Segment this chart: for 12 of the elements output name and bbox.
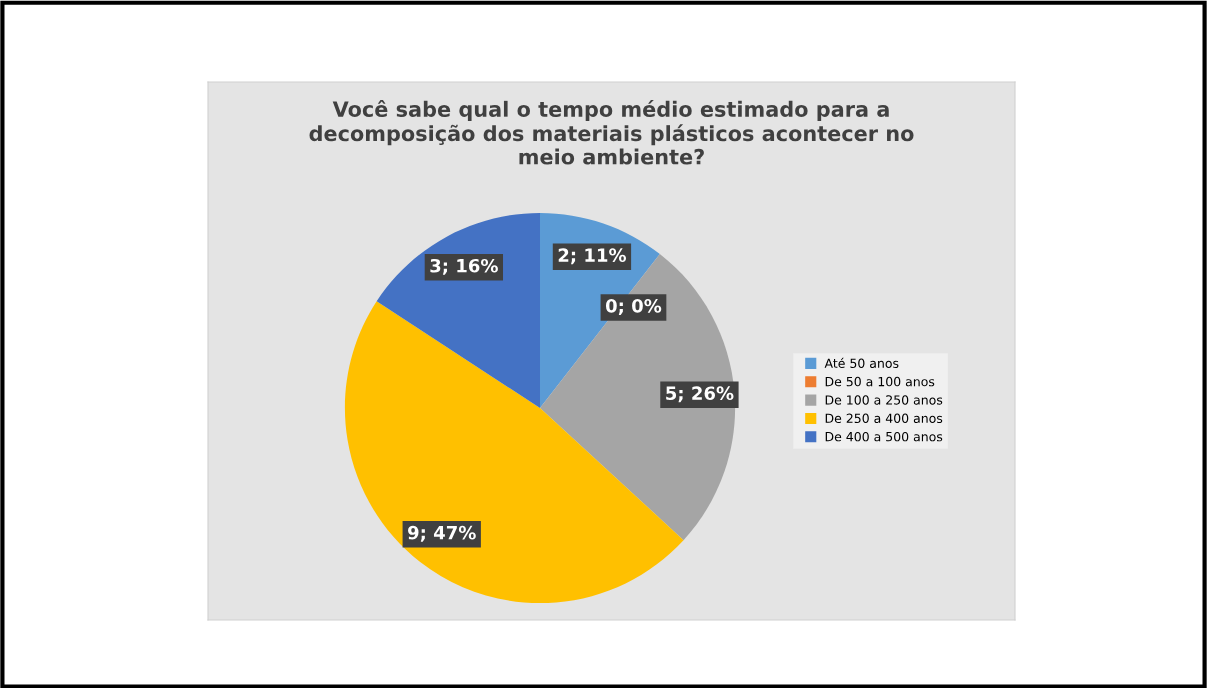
legend-label: De 250 a 400 anos bbox=[825, 413, 943, 424]
data-label: 3; 16% bbox=[430, 258, 498, 275]
legend-label: De 50 a 100 anos bbox=[825, 376, 935, 387]
data-label: 2; 11% bbox=[558, 248, 627, 265]
legend-label: Até 50 anos bbox=[824, 357, 899, 368]
data-label: 5; 26% bbox=[666, 386, 734, 403]
legend-label: De 400 a 500 anos bbox=[825, 431, 943, 442]
text: 0; 0% bbox=[605, 299, 662, 315]
legend-label: De 100 a 250 anos bbox=[825, 395, 943, 405]
chart-title: Você sabe qual o tempo médio estimado para a decomposição dos materiais plásticos acontecer no meio ambiente? bbox=[309, 100, 914, 165]
data-label: 9; 47% bbox=[408, 525, 476, 542]
pie-slice bbox=[344, 301, 684, 604]
